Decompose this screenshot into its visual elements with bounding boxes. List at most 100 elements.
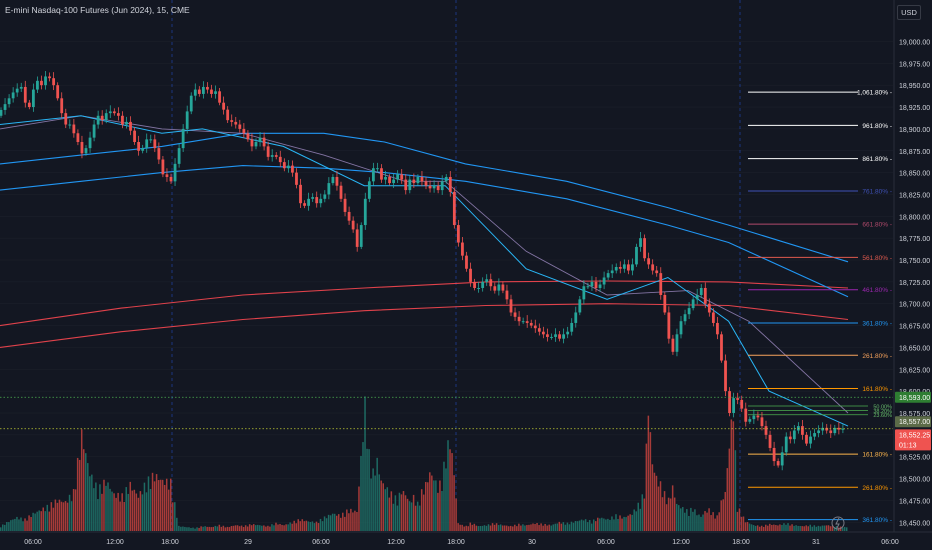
- candle-body: [529, 322, 533, 326]
- candle-body: [31, 89, 35, 108]
- volume-bar: [572, 522, 575, 531]
- volume-bar: [333, 513, 336, 531]
- volume-bar: [91, 474, 93, 531]
- candle-body: [517, 316, 521, 322]
- volume-bar: [242, 527, 245, 531]
- volume-bar: [30, 517, 32, 531]
- volume-bar: [6, 522, 8, 531]
- volume-bar: [180, 526, 182, 531]
- candle-body: [125, 121, 128, 125]
- volume-bar: [817, 525, 820, 531]
- currency-button[interactable]: USD: [897, 5, 921, 20]
- volume-bar: [255, 525, 257, 531]
- volume-bar: [584, 519, 587, 531]
- volume-bar: [497, 525, 500, 531]
- volume-bar: [489, 525, 492, 531]
- volume-bar: [307, 521, 310, 531]
- candle-body: [635, 246, 638, 265]
- volume-bar: [599, 518, 601, 531]
- candle-body: [116, 113, 120, 116]
- volume-bar: [653, 472, 656, 531]
- volume-bar: [455, 498, 457, 531]
- candle-body: [291, 165, 294, 173]
- volume-bar: [639, 508, 642, 531]
- candle-body: [27, 102, 31, 108]
- candle-body: [420, 176, 424, 182]
- volume-bar: [819, 526, 822, 531]
- volume-bar: [327, 514, 330, 531]
- fib-cluster-label: 38.20%: [873, 409, 892, 415]
- volume-bar: [570, 521, 573, 531]
- volume-bar: [374, 475, 376, 531]
- candle-body: [461, 242, 464, 256]
- volume-bar: [576, 521, 579, 531]
- candle-body: [813, 433, 816, 437]
- candle-body: [631, 264, 634, 271]
- volume-bar: [18, 519, 20, 531]
- volume-bar: [566, 522, 569, 531]
- candle-body: [728, 391, 731, 413]
- candle-body: [509, 299, 513, 313]
- candle-body: [376, 168, 379, 170]
- volume-bar: [556, 523, 559, 531]
- volume-bar: [532, 523, 534, 531]
- x-tick-label: 31: [812, 539, 820, 546]
- fib-level-label: 961.80% -: [862, 123, 892, 130]
- candle-body: [201, 86, 205, 94]
- volume-bar: [212, 526, 214, 531]
- lightning-icon[interactable]: [831, 516, 845, 530]
- volume-bar: [273, 525, 275, 531]
- candle-body: [7, 98, 11, 105]
- candle-body: [367, 181, 371, 199]
- candle-body: [412, 179, 416, 184]
- volume-bar: [843, 526, 846, 531]
- volume-bar: [151, 472, 154, 531]
- candle-body: [473, 281, 476, 288]
- candle-body: [274, 155, 278, 157]
- volume-bar: [78, 459, 81, 531]
- volume-bar: [673, 497, 676, 531]
- volume-bar: [629, 514, 631, 531]
- volume-bar: [617, 518, 619, 531]
- price-scale-panel[interactable]: [894, 0, 932, 532]
- volume-bar: [682, 507, 684, 531]
- candle-body: [489, 279, 493, 287]
- candle-body: [736, 398, 740, 400]
- volume-bar: [303, 521, 306, 531]
- volume-bar: [597, 517, 599, 531]
- candle-body: [234, 121, 238, 125]
- candle-body: [703, 287, 707, 304]
- candle-body: [92, 124, 96, 138]
- volume-bar: [34, 513, 36, 531]
- volume-bar: [471, 524, 474, 531]
- volume-bar: [546, 525, 548, 531]
- volume-bar: [76, 457, 79, 531]
- volume-bar: [309, 521, 312, 531]
- candle-body: [550, 336, 553, 338]
- volume-bar: [246, 526, 249, 531]
- volume-bar: [14, 518, 16, 531]
- volume-bar: [530, 524, 532, 531]
- volume-bar: [647, 415, 650, 531]
- y-tick-label: 18,975.00: [899, 61, 930, 68]
- volume-bar: [66, 502, 69, 531]
- x-tick-label: 06:00: [24, 539, 42, 546]
- volume-bar: [103, 479, 105, 531]
- volume-bar: [198, 527, 200, 531]
- volume-bar: [706, 512, 708, 531]
- time-scale-panel[interactable]: [0, 532, 932, 550]
- candle-body: [578, 299, 582, 313]
- volume-bar: [694, 509, 696, 531]
- volume-bar: [767, 525, 769, 531]
- volume-bar: [412, 494, 415, 531]
- volume-bar: [562, 522, 565, 531]
- candle-body: [327, 183, 331, 195]
- candle-body: [23, 86, 27, 103]
- candle-body: [311, 197, 315, 199]
- candle-body: [606, 273, 610, 278]
- volume-bar: [125, 487, 127, 531]
- volume-bar: [155, 474, 158, 531]
- candle-body: [521, 321, 525, 323]
- volume-bar: [252, 524, 255, 531]
- volume-bar: [277, 524, 279, 531]
